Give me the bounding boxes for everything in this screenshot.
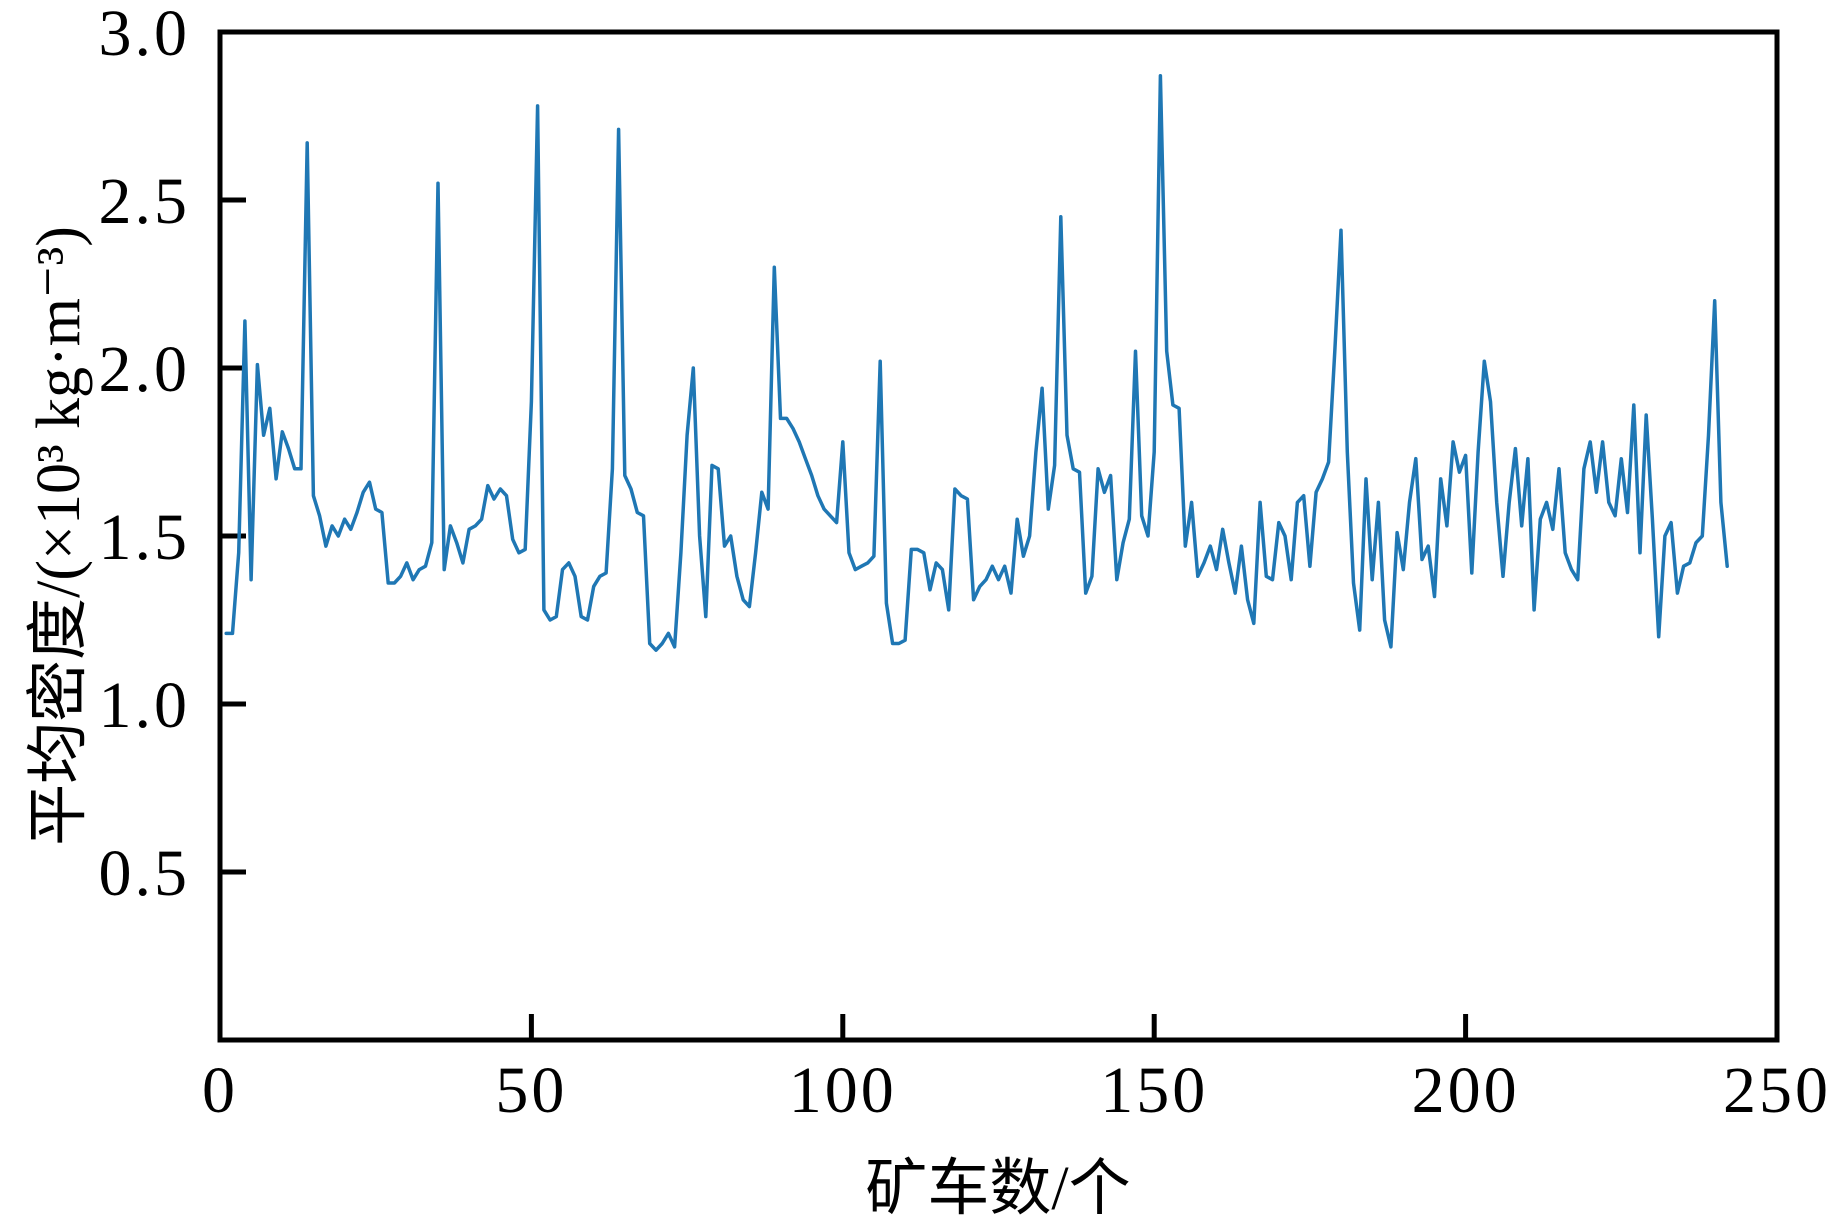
y-tick-label: 1.0 [99, 669, 191, 742]
y-tick-label: 2.0 [99, 333, 191, 406]
x-tick-label: 150 [1100, 1054, 1208, 1127]
plot-border [217, 29, 1780, 1043]
x-axis-label: 矿车数/个 [865, 1155, 1131, 1223]
x-tick-label: 250 [1723, 1054, 1831, 1127]
y-axis-label: 平均密度/(×10³ kg·m⁻³) [25, 226, 93, 846]
x-tick-label: 50 [495, 1054, 567, 1127]
x-tick-label: 100 [789, 1054, 897, 1127]
y-tick-label: 3.0 [99, 0, 191, 70]
y-tick-label: 0.5 [99, 837, 191, 910]
y-tick-label: 1.5 [99, 501, 191, 574]
x-tick-label: 200 [1412, 1054, 1520, 1127]
x-tick-label: 0 [202, 1054, 238, 1127]
y-tick-label: 2.5 [99, 165, 191, 238]
density-line [224, 73, 1729, 652]
